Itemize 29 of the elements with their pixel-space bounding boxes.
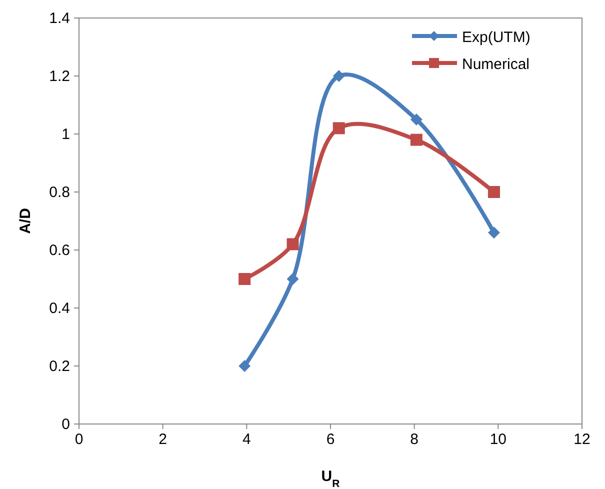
point xyxy=(488,226,500,239)
point xyxy=(238,360,251,372)
x-axis-title: U$_{R}$ xyxy=(321,468,340,489)
y-axis-title: A/D xyxy=(17,208,34,234)
legend-label: Numerical xyxy=(462,56,530,73)
y-tick-label: 1 xyxy=(62,126,70,143)
x-tick-label: 4 xyxy=(242,431,251,448)
y-tick-label: 1.2 xyxy=(49,68,70,85)
point xyxy=(488,186,500,198)
point xyxy=(286,238,299,250)
y-tick-label: 0.8 xyxy=(49,184,70,201)
y-tick-label: 0.6 xyxy=(49,242,70,259)
x-tick-label: 2 xyxy=(158,431,168,448)
point xyxy=(286,273,299,285)
x-tick-label: 8 xyxy=(410,431,419,448)
x-tick-label: 12 xyxy=(574,431,590,448)
y-tick-label: 1.4 xyxy=(49,10,70,27)
y-tick-label: 0.4 xyxy=(49,300,70,317)
y-tick-label: 0.2 xyxy=(49,358,70,375)
x-tick-label: 6 xyxy=(326,431,335,448)
point xyxy=(238,273,251,285)
legend-label: Exp(UTM) xyxy=(462,29,530,46)
x-tick-label: 10 xyxy=(490,431,507,448)
point xyxy=(332,70,345,82)
point xyxy=(410,134,422,146)
point xyxy=(332,122,345,134)
point xyxy=(410,114,422,126)
x-tick-label: 0 xyxy=(74,431,84,448)
y-tick-label: 0 xyxy=(62,416,70,433)
